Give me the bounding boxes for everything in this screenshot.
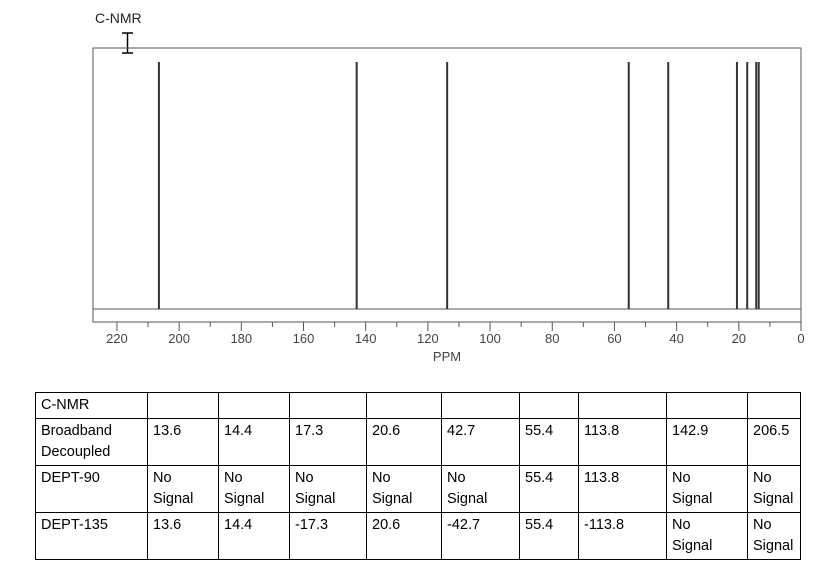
table-cell: -42.7 — [441, 512, 520, 560]
table-cell: 113.8 — [578, 465, 667, 513]
table-cell — [366, 392, 442, 419]
chart-title: C-NMR — [95, 10, 142, 26]
table-cell: 17.3 — [289, 418, 367, 466]
data-table: C-NMR Broadband Decoupled 13.6 14.4 17.3 20.6… — [35, 392, 801, 560]
x-tick-label: 20 — [732, 331, 746, 346]
table-cell: No Signal — [441, 465, 520, 513]
chart: C-NMR PPM 220 200 180 160 140 120 100 80 60 40 20 0 — [92, 10, 805, 364]
table-cell: 55.4 — [519, 418, 579, 466]
table-cell — [147, 392, 219, 419]
x-axis-label: PPM — [433, 349, 461, 364]
x-tick-label: 120 — [417, 331, 439, 346]
table-cell: 55.4 — [519, 465, 579, 513]
table-cell: C-NMR — [35, 392, 148, 419]
x-tick-label: 180 — [230, 331, 252, 346]
table-cell — [218, 392, 290, 419]
table-cell — [289, 392, 367, 419]
x-tick-label: 40 — [669, 331, 683, 346]
table-cell: 55.4 — [519, 512, 579, 560]
table-cell — [578, 392, 667, 419]
table-cell: 13.6 — [147, 418, 219, 466]
table-cell: No Signal — [289, 465, 367, 513]
table-cell: -17.3 — [289, 512, 367, 560]
x-tick-label: 100 — [479, 331, 501, 346]
x-tick-label: 80 — [545, 331, 559, 346]
cursor — [122, 32, 133, 54]
table-row: C-NMR — [35, 392, 801, 419]
table-cell — [747, 392, 801, 419]
table-cell: No Signal — [747, 465, 801, 513]
table-cell: 14.4 — [218, 418, 290, 466]
table-row: DEPT-135 13.6 14.4 -17.3 20.6 -42.7 55.4 -113.8… — [35, 512, 801, 560]
table-cell: 113.8 — [578, 418, 667, 466]
x-tick-label: 140 — [355, 331, 377, 346]
table-cell: Broadband Decoupled — [35, 418, 148, 466]
table-cell — [441, 392, 520, 419]
table-row: Broadband Decoupled 13.6 14.4 17.3 20.6 42.7 5… — [35, 418, 801, 466]
table-cell: DEPT-135 — [35, 512, 148, 560]
table-cell: 13.6 — [147, 512, 219, 560]
table-cell — [519, 392, 579, 419]
table-cell: No Signal — [747, 512, 801, 560]
table-cell: DEPT-90 — [35, 465, 148, 513]
table-cell: 206.5 — [747, 418, 801, 466]
table-cell: No Signal — [366, 465, 442, 513]
table-cell: No Signal — [218, 465, 290, 513]
table-cell: 20.6 — [366, 512, 442, 560]
table-cell: 42.7 — [441, 418, 520, 466]
table-cell: 142.9 — [666, 418, 748, 466]
table-cell: No Signal — [666, 512, 748, 560]
x-tick-label: 220 — [106, 331, 128, 346]
x-tick-label: 200 — [168, 331, 190, 346]
table-cell: 14.4 — [218, 512, 290, 560]
table-cell: No Signal — [666, 465, 748, 513]
x-tick-label: 60 — [607, 331, 621, 346]
table-cell: No Signal — [147, 465, 219, 513]
plot-frame — [92, 47, 802, 323]
table-cell: 20.6 — [366, 418, 442, 466]
x-tick-label: 160 — [293, 331, 315, 346]
table-cell — [666, 392, 748, 419]
table-row: DEPT-90 No Signal No Signal No Signal No Sig… — [35, 465, 801, 513]
table-cell: -113.8 — [578, 512, 667, 560]
x-tick-label: 0 — [797, 331, 804, 346]
